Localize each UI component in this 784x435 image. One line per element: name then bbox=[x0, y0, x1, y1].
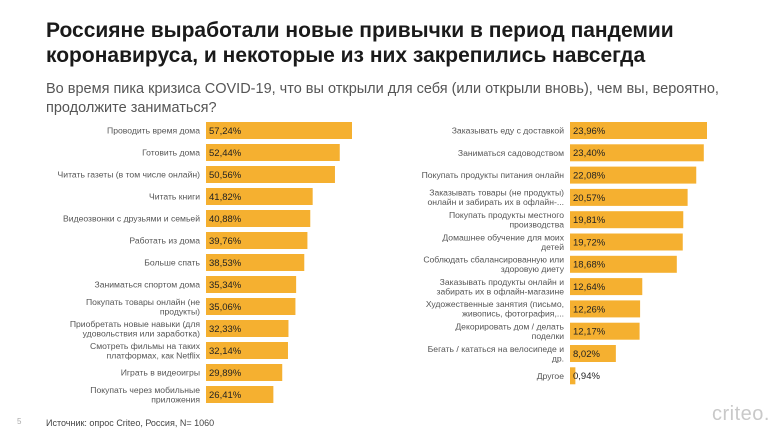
category-label: Художественные занятия (письмо, живопись,… bbox=[426, 299, 564, 319]
bar bbox=[206, 364, 283, 381]
bar bbox=[206, 386, 274, 403]
bar-value-label: 35,06% bbox=[209, 302, 242, 313]
category-label: Заказывать продукты онлайн и забирать их … bbox=[437, 277, 565, 297]
bar bbox=[570, 300, 641, 318]
bar bbox=[206, 188, 313, 205]
bar-value-label: 52,44% bbox=[209, 148, 242, 159]
category-label: Приобретать новые навыки (для удовольстви… bbox=[70, 319, 201, 339]
bar-value-label: 19,72% bbox=[573, 237, 606, 248]
bar-value-label: 22,08% bbox=[573, 171, 606, 182]
bar-value-label: 32,33% bbox=[209, 324, 242, 335]
category-label: Покупать товары онлайн (не продукты) bbox=[86, 297, 200, 317]
bar bbox=[206, 320, 289, 337]
bar bbox=[570, 367, 576, 385]
bar-chart-left: 57,24% Проводить время дома 52,44% Готовить… bbox=[58, 122, 352, 404]
category-label: Читать книги bbox=[149, 192, 200, 202]
category-label: Заниматься спортом дома bbox=[95, 280, 201, 290]
category-label: Декорировать дом / делать поделки bbox=[455, 321, 564, 341]
bar-value-label: 57,24% bbox=[209, 126, 242, 137]
category-label: Читать газеты (в том числе онлайн) bbox=[58, 170, 201, 180]
survey-question: Во время пика кризиса COVID-19, что вы о… bbox=[46, 81, 719, 116]
category-label: Соблюдать сбалансированную или здоровую д… bbox=[423, 255, 564, 275]
category-label: Смотреть фильмы на таких платформах, как … bbox=[90, 341, 201, 361]
bar-value-label: 12,64% bbox=[573, 282, 606, 293]
category-label: Домашнее обучение для моих детей bbox=[442, 232, 564, 252]
category-label: Больше спать bbox=[144, 258, 200, 268]
bar-value-label: 32,14% bbox=[209, 346, 242, 357]
bar-chart-right: 23,96% Заказывать еду с доставкой 23,40% За… bbox=[422, 122, 707, 385]
bar-value-label: 38,53% bbox=[209, 258, 242, 269]
bar bbox=[570, 345, 616, 362]
bar bbox=[206, 232, 308, 249]
bar bbox=[570, 211, 684, 229]
bar bbox=[570, 278, 643, 296]
bar bbox=[206, 298, 296, 315]
category-label: Другое bbox=[537, 371, 565, 381]
category-label: Бегать / кататься на велосипеде и др. bbox=[428, 344, 565, 364]
bar-value-label: 20,57% bbox=[573, 193, 606, 204]
bar bbox=[570, 255, 677, 273]
bar-value-label: 19,81% bbox=[573, 215, 606, 226]
category-label: Заказывать еду с доставкой bbox=[452, 126, 564, 136]
bar bbox=[206, 254, 305, 271]
bar bbox=[206, 342, 288, 359]
bar bbox=[570, 144, 704, 162]
bar-value-label: 0,94% bbox=[573, 371, 600, 382]
bar bbox=[570, 122, 707, 139]
bar-value-label: 29,89% bbox=[209, 368, 242, 379]
bar bbox=[570, 166, 697, 184]
source-note: Источник: опрос Criteo, Россия, N= 1060 bbox=[46, 418, 215, 428]
category-label: Покупать продукты питания онлайн bbox=[422, 170, 565, 180]
category-label: Покупать продукты местного производства bbox=[449, 210, 564, 230]
category-label: Покупать через мобильные приложения bbox=[90, 385, 200, 405]
bar bbox=[570, 233, 683, 251]
page-number: 5 bbox=[17, 417, 22, 426]
bar-value-label: 18,68% bbox=[573, 260, 606, 271]
criteo-logo: criteo. bbox=[712, 403, 770, 425]
bar bbox=[206, 210, 311, 227]
bar-value-label: 12,26% bbox=[573, 304, 606, 315]
bar-value-label: 23,96% bbox=[573, 126, 606, 137]
category-label: Работать из дома bbox=[129, 236, 200, 246]
bar-value-label: 50,56% bbox=[209, 170, 242, 181]
category-label: Играть в видеоигры bbox=[121, 368, 200, 378]
bar-value-label: 35,34% bbox=[209, 280, 242, 291]
category-label: Заказывать товары (не продукты) онлайн и … bbox=[427, 188, 564, 208]
bar bbox=[206, 276, 297, 293]
bar-value-label: 39,76% bbox=[209, 236, 242, 247]
bar bbox=[206, 166, 335, 183]
bar-value-label: 8,02% bbox=[573, 349, 600, 360]
bar-value-label: 40,88% bbox=[209, 214, 242, 225]
category-label: Проводить время дома bbox=[107, 126, 200, 136]
bar bbox=[206, 122, 352, 139]
bar bbox=[206, 144, 340, 161]
bar bbox=[570, 188, 688, 206]
page-title: Россияне выработали новые привычки в пер… bbox=[46, 19, 674, 67]
bar-value-label: 23,40% bbox=[573, 148, 606, 159]
bar-value-label: 41,82% bbox=[209, 192, 242, 203]
bar-value-label: 26,41% bbox=[209, 390, 242, 401]
category-label: Видеозвонки с друзьями и семьей bbox=[63, 214, 200, 224]
category-label: Готовить дома bbox=[142, 148, 200, 158]
bar-value-label: 12,17% bbox=[573, 327, 606, 338]
bar bbox=[570, 322, 640, 340]
category-label: Заниматься садоводством bbox=[458, 148, 564, 158]
